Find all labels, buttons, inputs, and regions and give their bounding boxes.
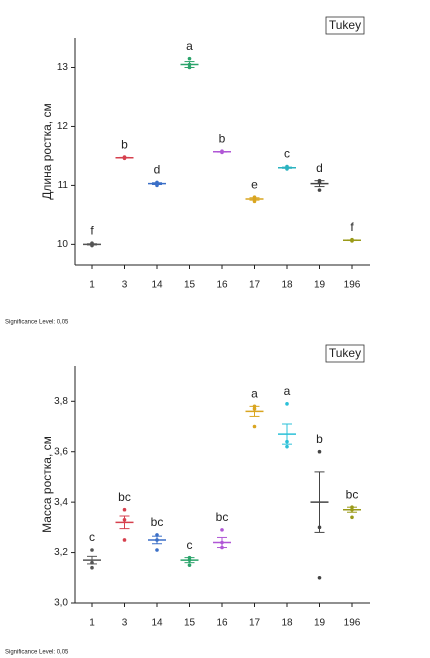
x-tick-label: 15 [184,618,196,629]
point [90,565,94,570]
point [350,505,354,509]
significance-letter: bc [216,510,229,524]
significance-letter: a [251,387,258,401]
point [285,402,289,406]
point [350,515,354,520]
point [285,439,289,444]
note: Significance Level: 0,05 [5,650,69,656]
point [317,449,322,454]
x-tick-label: 3 [122,618,128,629]
y-tick-label: 3,8 [54,396,68,407]
point [90,241,94,245]
point [122,538,127,542]
point [252,424,257,429]
point [155,533,159,537]
point [252,407,257,411]
significance-letter: bc [346,487,359,501]
point [90,548,94,552]
y-tick-label: 10 [57,239,69,250]
tag-box [325,344,365,363]
y-axis-label: Длина ростка, см [40,103,54,199]
y-tick-label: 3,4 [54,497,68,508]
significance-letter: bc [118,490,131,504]
point [155,180,159,185]
point [155,548,159,552]
significance-letter: e [251,177,258,191]
point [187,563,192,567]
significance-letter: b [121,137,128,151]
x-tick-label: 18 [281,280,293,291]
tag: Tukey [329,346,361,360]
point [317,188,322,192]
point [317,178,322,183]
point [252,195,257,199]
significance-letter: b [316,432,323,446]
x-tick-label: 15 [184,280,196,291]
y-tick-label: 11 [58,180,69,191]
point [220,149,224,154]
significance-letter: a [284,384,291,398]
point [122,517,127,522]
point [317,575,322,580]
point [220,545,224,550]
x-tick-label: 196 [344,618,361,629]
point [122,507,127,512]
point [350,507,354,512]
significance-letter: d [154,163,161,177]
tag-box [325,16,365,35]
point [220,540,224,545]
significance-letter: c [89,530,95,544]
note: Significance Level: 0,05 [5,320,69,326]
tag: Tukey [329,18,361,32]
x-tick-label: 196 [344,280,361,291]
significance-letter: a [186,39,193,53]
x-tick-label: 16 [216,618,228,629]
y-tick-label: 3,6 [54,446,68,457]
point [285,164,289,169]
point [155,538,159,542]
point [187,555,192,560]
point [220,528,224,532]
significance-letter: f [90,223,94,237]
point [187,56,192,61]
x-tick-label: 14 [151,280,163,291]
x-tick-label: 17 [249,618,261,629]
point [122,155,127,159]
x-tick-label: 19 [314,280,326,291]
x-tick-label: 19 [314,618,326,629]
x-tick-label: 18 [281,618,293,629]
x-tick-label: 17 [249,280,261,291]
significance-letter: d [316,161,323,175]
point [90,560,94,565]
point [252,404,257,409]
x-tick-label: 14 [151,618,163,629]
significance-letter: c [187,538,193,552]
x-tick-label: 3 [122,280,128,291]
y-tick-label: 13 [57,62,69,73]
y-tick-label: 3,0 [54,598,68,609]
x-tick-label: 1 [89,280,95,291]
point [350,237,354,242]
point [285,444,289,449]
significance-letter: f [350,220,354,234]
x-tick-label: 1 [89,618,95,629]
y-tick-label: 3,2 [54,547,68,558]
point [187,65,192,70]
significance-letter: bc [151,515,164,529]
y-axis-label: Масса ростка, см [40,436,54,533]
point [187,558,192,562]
x-tick-label: 16 [216,280,228,291]
point [187,62,192,67]
significance-letter: c [284,147,290,161]
y-tick-label: 12 [57,121,69,132]
significance-letter: b [219,131,226,145]
point [317,525,322,530]
